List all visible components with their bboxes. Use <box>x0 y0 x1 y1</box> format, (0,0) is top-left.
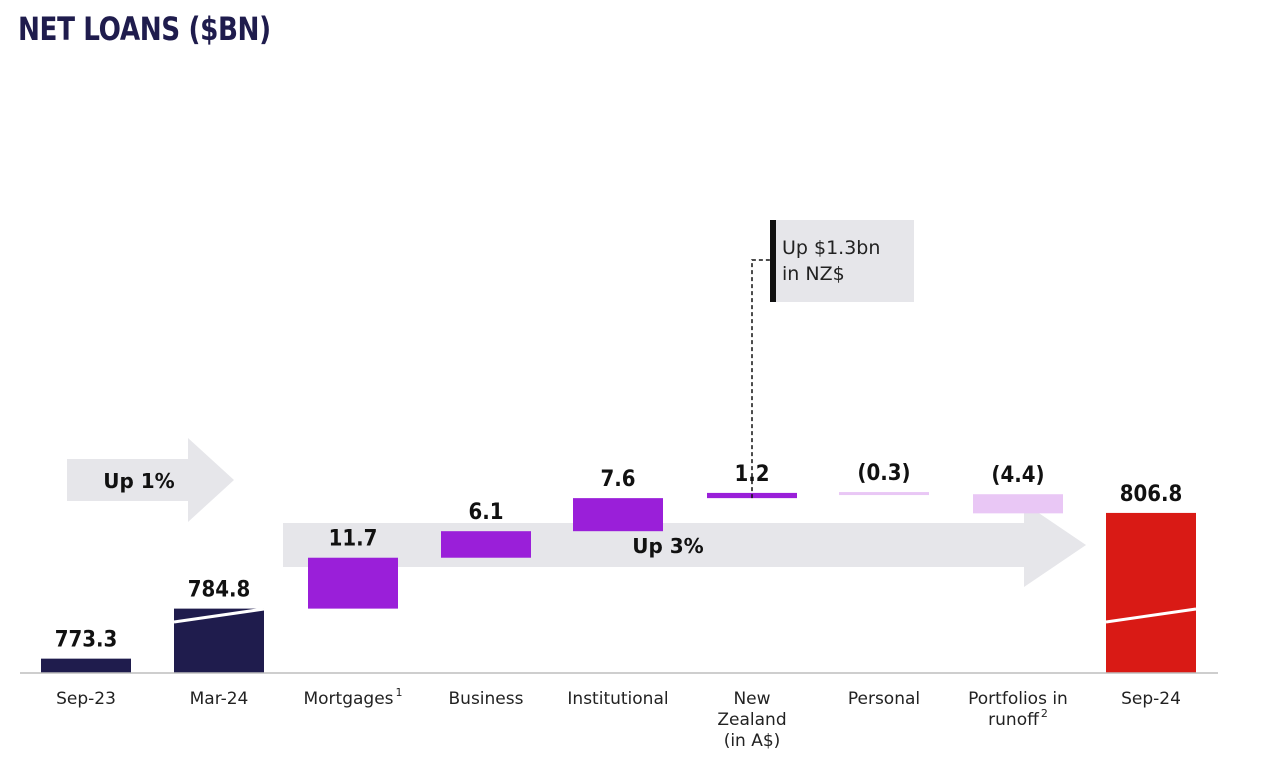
category-label: runoff 2 <box>988 707 1048 730</box>
arrow-up-1pct <box>67 438 234 522</box>
category-labels: Sep-23 Mar-24 Mortgages 1 Business Institutio… <box>56 686 1181 751</box>
bars <box>40 492 1197 673</box>
bar-7 <box>973 494 1063 514</box>
bar-8 <box>1106 512 1196 673</box>
category-label: (in A$) <box>724 731 781 751</box>
footnote-marker: 2 <box>1041 707 1048 720</box>
bar-0 <box>41 658 131 673</box>
value-labels: 773.3 784.8 11.7 6.1 7.6 1.2 (0.3) (4.4) 806.8 <box>55 461 1183 653</box>
category-label: Mortgages 1 <box>303 686 402 709</box>
value-label: 1.2 <box>734 462 769 487</box>
value-label: 806.8 <box>1120 482 1183 507</box>
value-label: (0.3) <box>857 461 910 486</box>
bar-6 <box>839 492 929 496</box>
arrow-label-up-3pct: Up 3% <box>632 534 703 558</box>
callout-accent <box>770 220 776 302</box>
category-label: Portfolios in <box>968 689 1068 709</box>
arrow-up-3pct <box>283 503 1086 587</box>
bar-4 <box>573 498 663 532</box>
axis-break-0 <box>40 607 132 624</box>
callout-box <box>770 220 914 302</box>
arrow-label-up-1pct: Up 1% <box>103 469 174 493</box>
callout-text: in NZ$ <box>782 263 845 285</box>
category-label: Business <box>449 689 524 709</box>
callout-leader <box>751 259 772 499</box>
bar-1 <box>174 608 264 673</box>
value-label: 773.3 <box>55 628 118 653</box>
bar-3 <box>441 531 531 558</box>
category-label: New <box>733 689 770 709</box>
growth-arrows: Up 3% <box>283 503 1086 587</box>
value-label: 6.1 <box>468 500 503 525</box>
value-label: 7.6 <box>600 467 635 492</box>
axis-break-1 <box>173 607 265 624</box>
footnote-marker: 1 <box>396 686 403 699</box>
value-label: (4.4) <box>991 463 1044 488</box>
nz-callout: Up $1.3bn in NZ$ <box>751 220 914 499</box>
category-label: Zealand <box>717 710 786 730</box>
bar-2 <box>308 557 398 609</box>
chart-title: NET LOANS ($BN) <box>18 10 271 48</box>
category-label: Sep-24 <box>1121 689 1181 709</box>
category-label: Sep-23 <box>56 689 116 709</box>
callout-text: Up $1.3bn <box>782 237 880 259</box>
category-label: Institutional <box>567 689 668 709</box>
category-label: Mar-24 <box>190 689 249 709</box>
category-label: Personal <box>848 689 920 709</box>
value-label: 11.7 <box>329 527 378 552</box>
axis-break-8 <box>1105 607 1197 624</box>
value-label: 784.8 <box>188 578 251 603</box>
